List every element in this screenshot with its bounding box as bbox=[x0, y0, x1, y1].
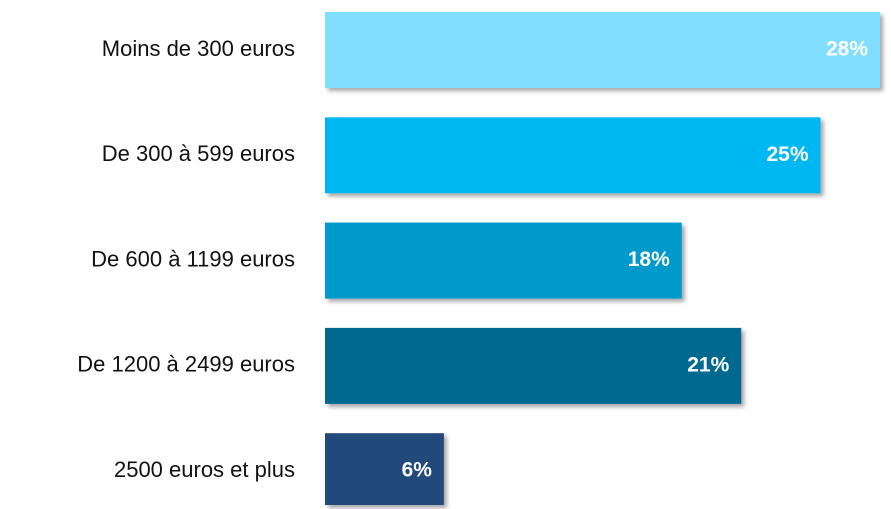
value-label: 18% bbox=[628, 248, 670, 271]
bar bbox=[325, 117, 821, 194]
value-label: 25% bbox=[767, 143, 809, 166]
value-label: 28% bbox=[826, 38, 868, 61]
category-label: Moins de 300 euros bbox=[102, 36, 295, 61]
category-label: De 300 à 599 euros bbox=[102, 141, 295, 166]
category-label: De 600 à 1199 euros bbox=[91, 246, 295, 271]
bar bbox=[325, 222, 682, 299]
value-label: 21% bbox=[687, 353, 729, 376]
bar bbox=[325, 12, 880, 88]
category-label: 2500 euros et plus bbox=[114, 457, 295, 482]
bar bbox=[325, 327, 742, 404]
bar bbox=[325, 433, 444, 505]
value-label: 6% bbox=[402, 459, 433, 482]
category-label: De 1200 à 2499 euros bbox=[77, 352, 295, 377]
